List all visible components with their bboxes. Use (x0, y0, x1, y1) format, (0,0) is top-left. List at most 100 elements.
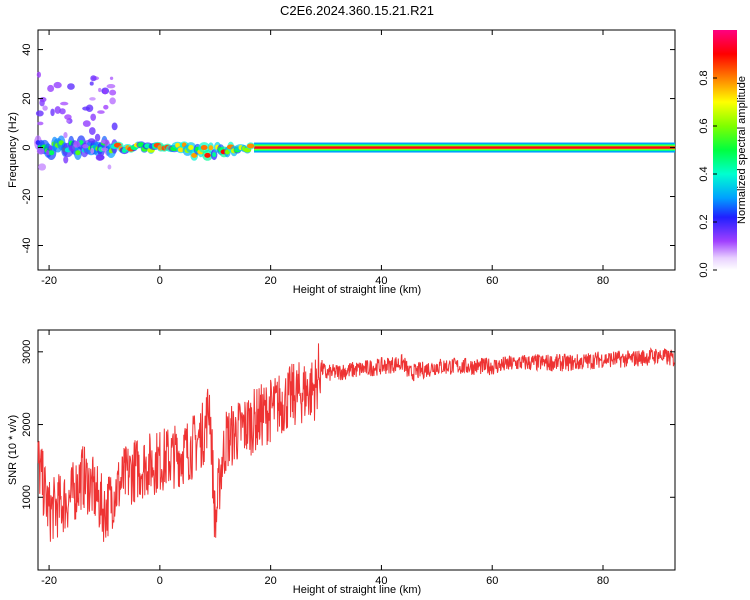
figure-title: C2E6.2024.360.15.21.R21 (280, 3, 434, 18)
y-tick-label: 20 (21, 92, 33, 104)
spectrogram-x-axis-label: Height of straight line (km) (293, 284, 421, 296)
snr-panel: -20 0 20 40 60 80 1000 2000 3000 Height of stra… (7, 329, 676, 596)
spectral-blob (97, 110, 105, 114)
spectral-blob (82, 144, 89, 149)
colorbar-tick-label: 0.4 (698, 166, 710, 181)
colorbar-ticks: 0.0 0.2 0.4 0.6 0.8 (698, 70, 717, 278)
spectral-blob (66, 119, 70, 123)
spectral-blob (109, 89, 117, 96)
y-tick-label: 3000 (21, 340, 33, 364)
spectral-blob (89, 97, 96, 101)
spectral-blob (177, 147, 185, 153)
spectral-blob (87, 138, 96, 143)
x-tick-label: 80 (597, 275, 609, 287)
x-tick-label: 60 (486, 575, 498, 587)
spectral-blob (82, 120, 91, 127)
spectral-blob (48, 145, 53, 151)
spectral-blob (102, 88, 108, 95)
spectral-blob (54, 106, 61, 114)
y-tick-label: -40 (21, 238, 33, 254)
spectral-blob (109, 97, 116, 105)
spectral-blob (90, 113, 97, 121)
spectral-blob (60, 101, 69, 106)
snr-series-line (37, 343, 675, 542)
snr-y-ticks: 1000 2000 3000 (21, 340, 675, 510)
spectral-blob (37, 121, 44, 126)
colorbar-tick-label: 0.8 (698, 70, 710, 85)
y-tick-label: 2000 (21, 412, 33, 436)
spectral-blob (200, 145, 208, 151)
spectral-blob (67, 83, 75, 90)
colorbar-tick-label: 0.0 (698, 262, 710, 277)
y-tick-label: 40 (21, 43, 33, 55)
spectral-blob (109, 76, 114, 80)
carrier-band (254, 146, 675, 149)
spectral-blob (111, 122, 118, 131)
spectral-blob (53, 81, 62, 89)
spectral-blob (106, 84, 116, 89)
spectral-blob (73, 140, 81, 148)
x-tick-label: 40 (375, 275, 387, 287)
spectral-blob (208, 145, 214, 151)
spectral-blob (90, 147, 95, 154)
spectrogram-y-ticks: -40 -20 0 20 40 (21, 43, 675, 253)
colorbar: 0.0 0.2 0.4 0.6 0.8 Normalized spectral ampl… (698, 30, 748, 278)
spectral-blob (35, 110, 44, 117)
spectrogram-y-axis-label: Frequency (Hz) (7, 112, 19, 188)
colorbar-tick-label: 0.6 (698, 118, 710, 133)
x-tick-label: -20 (41, 575, 57, 587)
spectral-blob (64, 114, 72, 120)
x-tick-label: 0 (157, 275, 163, 287)
x-tick-label: 0 (157, 575, 163, 587)
spectral-blob (204, 152, 211, 158)
spectrogram-x-ticks: -20 0 20 40 60 80 (41, 30, 609, 287)
spectral-blob (98, 87, 102, 93)
spectral-blob (94, 133, 101, 142)
spectral-blob (103, 104, 109, 110)
spectral-blob (47, 84, 55, 93)
spectral-blob (38, 163, 47, 171)
spectral-blob (48, 150, 55, 156)
snr-x-ticks: -20 0 20 40 60 80 (41, 330, 609, 587)
colorbar-label: Normalized spectral amplitude (736, 76, 748, 224)
spectral-blob (212, 152, 217, 158)
spectral-blob (39, 96, 47, 103)
snr-x-axis-label: Height of straight line (km) (293, 584, 421, 596)
spectral-blob (36, 71, 42, 78)
spectral-blob (100, 147, 109, 152)
spectral-blob (89, 81, 94, 86)
spectral-blob (100, 139, 106, 144)
spectral-blob (107, 164, 112, 170)
x-tick-label: 20 (265, 275, 277, 287)
spectral-blob (75, 150, 81, 156)
spectral-blob (63, 131, 68, 139)
spectral-blob (246, 143, 255, 149)
spectral-blob (42, 105, 48, 111)
spectral-blob (68, 145, 76, 152)
spectral-blob (90, 75, 97, 82)
x-tick-label: 20 (265, 575, 277, 587)
spectrogram-panel: -20 0 20 40 60 80 -40 -20 0 20 40 Height of strai… (7, 29, 676, 296)
spectral-blob (88, 127, 96, 135)
spectral-blob (59, 108, 66, 115)
spectral-blob (63, 156, 69, 164)
spectral-blob (191, 152, 198, 158)
x-tick-label: 80 (597, 575, 609, 587)
spectral-blob (36, 147, 45, 155)
spectral-blob (50, 108, 55, 117)
y-tick-label: -20 (21, 189, 33, 205)
snr-y-axis-label: SNR (10 * v/v) (7, 415, 19, 485)
spectrogram-marks (34, 71, 675, 171)
colorbar-tick-label: 0.2 (698, 214, 710, 229)
spectral-blob (96, 154, 105, 161)
spectral-blob (188, 144, 194, 150)
spectral-blob (82, 106, 91, 111)
y-tick-label: 0 (21, 144, 33, 150)
x-tick-label: 40 (375, 575, 387, 587)
x-tick-label: 60 (486, 275, 498, 287)
colorbar-gradient (713, 30, 737, 270)
y-tick-label: 1000 (21, 485, 33, 509)
spectral-blob (46, 150, 50, 156)
